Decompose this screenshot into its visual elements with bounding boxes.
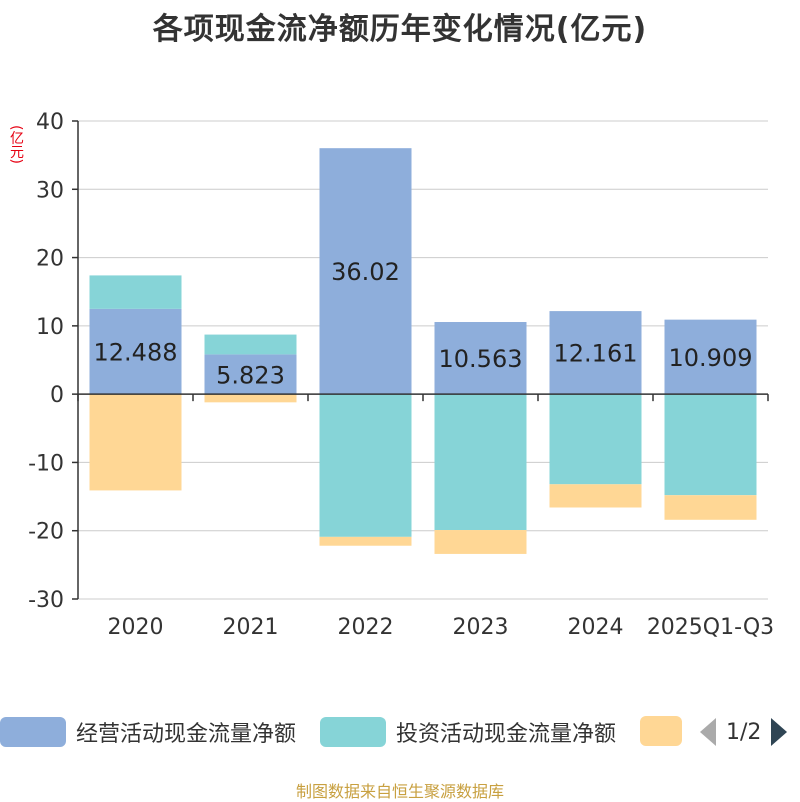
data-label: 10.909	[669, 344, 753, 372]
bar-series2-2022	[319, 536, 412, 546]
x-tick-label: 2022	[338, 615, 394, 640]
legend-swatch-operating	[0, 717, 66, 747]
chart-title: 各项现金流净额历年变化情况(亿元)	[152, 12, 648, 47]
y-tick-label: 0	[50, 383, 64, 408]
legend-prev-page-icon[interactable]	[700, 718, 716, 746]
bar-series2-2021	[204, 394, 297, 403]
y-tick-label: 40	[36, 110, 64, 135]
data-label: 36.02	[331, 258, 400, 286]
x-tick-label: 2020	[108, 615, 164, 640]
bar-series2-2023	[434, 530, 527, 554]
x-tick-label: 2024	[568, 615, 624, 640]
y-tick-label: 20	[36, 247, 64, 272]
bar-series2-2025Q1-Q3	[664, 495, 757, 520]
bar-series2-2024	[549, 484, 642, 508]
legend-page-indicator: 1/2	[726, 719, 762, 745]
y-axis-unit: (亿元)	[8, 125, 24, 164]
bar-series1-2022	[319, 394, 412, 537]
data-label: 5.823	[216, 361, 285, 389]
bar-series0-2021	[204, 354, 297, 395]
legend-item-investing[interactable]: 投资活动现金流量净额	[320, 716, 616, 748]
y-tick-label: -10	[28, 451, 64, 476]
bar-series1-2023	[434, 394, 527, 531]
bar-series1-2025Q1-Q3	[664, 394, 757, 496]
y-tick-label: 30	[36, 178, 64, 203]
legend-label-investing: 投资活动现金流量净额	[396, 722, 617, 747]
legend-swatch-investing	[320, 717, 386, 747]
bar-series1-2020	[89, 275, 182, 309]
data-label: 12.161	[554, 340, 638, 368]
bar-series1-2021	[204, 334, 297, 355]
data-label: 12.488	[94, 339, 178, 367]
bar-series0-2020	[89, 308, 182, 395]
x-tick-label: 2025Q1-Q3	[647, 615, 774, 640]
legend-label-operating: 经营活动现金流量净额	[76, 722, 297, 747]
legend-item-operating[interactable]: 经营活动现金流量净额	[0, 716, 296, 748]
x-tick-label: 2023	[453, 615, 509, 640]
bar-series0-2022	[319, 148, 412, 395]
bar-series1-2024	[549, 394, 642, 485]
bar-series0-2023	[434, 322, 527, 395]
data-source-note: 制图数据来自恒生聚源数据库	[295, 782, 504, 801]
legend: 经营活动现金流量净额 投资活动现金流量净额	[0, 716, 800, 752]
legend-swatch-financing	[640, 716, 682, 746]
y-tick-label: -30	[28, 588, 64, 613]
bar-series0-2024	[549, 311, 642, 395]
chart-canvas: 40 30 20 10 0 -10 -20 -30 12.488 2020 5.823 2021 36.…	[28, 110, 774, 640]
legend-pager: 1/2	[700, 718, 788, 746]
data-label: 10.563	[439, 345, 523, 373]
bar-series2-2020	[89, 394, 182, 491]
bar-series0-2025Q1-Q3	[664, 319, 757, 395]
y-tick-label: -20	[28, 520, 64, 545]
legend-item-financing[interactable]	[640, 716, 682, 746]
x-tick-label: 2021	[223, 615, 279, 640]
legend-next-page-icon[interactable]	[771, 718, 788, 746]
y-tick-label: 10	[36, 315, 64, 340]
